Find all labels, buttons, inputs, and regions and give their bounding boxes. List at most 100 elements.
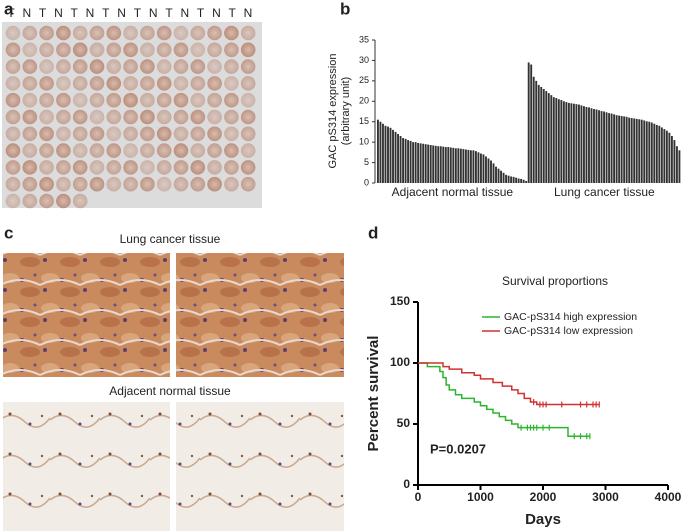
y-tick-label: 15 — [359, 116, 369, 126]
bar — [457, 148, 460, 183]
bar — [432, 145, 435, 183]
bar — [550, 95, 553, 183]
histology-image — [176, 402, 344, 531]
bar — [507, 175, 510, 183]
bar — [495, 166, 497, 183]
y-tick-label: 20 — [359, 96, 369, 106]
bar — [490, 160, 492, 183]
column-label: T — [165, 6, 173, 20]
tissue-core — [123, 92, 138, 108]
tissue-core — [5, 92, 21, 108]
bar — [530, 64, 533, 183]
tissue-core — [89, 59, 105, 74]
bar — [623, 116, 626, 183]
bar — [638, 119, 641, 183]
annotation: P=0.0207 — [430, 441, 486, 456]
column-label: T — [134, 6, 142, 20]
bar — [422, 143, 425, 183]
tissue-core — [56, 160, 71, 175]
tissue-core — [140, 76, 155, 91]
column-label: T — [39, 6, 47, 20]
tissue-core — [190, 176, 206, 192]
panel-label: d — [368, 223, 378, 242]
bar — [590, 108, 593, 183]
tissue-core — [224, 76, 239, 91]
tissue-core — [5, 126, 21, 142]
tissue-core — [156, 176, 172, 192]
tissue-core — [156, 143, 172, 158]
tissue-core — [106, 143, 122, 158]
tissue-core — [39, 193, 54, 209]
bar — [635, 118, 638, 183]
tissue-core — [22, 42, 38, 58]
tissue-core — [56, 109, 71, 125]
tissue-core — [5, 76, 21, 91]
tissue-core — [224, 143, 239, 158]
bar — [497, 168, 500, 183]
tissue-core — [140, 59, 155, 74]
tissue-core — [224, 176, 239, 192]
y-tick-label: 25 — [359, 75, 369, 85]
bar — [492, 163, 495, 183]
bar — [452, 147, 455, 183]
bar — [404, 138, 407, 183]
tissue-core — [106, 126, 122, 142]
tissue-core — [207, 160, 222, 175]
tissue-core — [123, 160, 138, 175]
bar — [402, 138, 405, 183]
tissue-core — [89, 76, 105, 91]
bar — [585, 107, 588, 183]
tissue-core — [140, 176, 155, 192]
tissue-core — [173, 160, 189, 175]
tissue-core — [156, 160, 172, 175]
y-tick-label: 0 — [364, 177, 369, 187]
tissue-core — [72, 92, 88, 108]
column-label: T — [197, 6, 205, 20]
bar — [527, 62, 530, 183]
panel-label: a — [4, 0, 14, 18]
y-axis-label: Percent survival — [365, 336, 382, 452]
tissue-core — [123, 126, 138, 142]
y-tick-label: 150 — [390, 294, 410, 308]
tissue-core — [123, 42, 138, 58]
tissue-core — [72, 25, 88, 41]
tissue-core — [173, 143, 189, 158]
bar — [618, 115, 621, 183]
x-tick-label: 3000 — [592, 490, 619, 504]
tissue-core — [173, 109, 189, 125]
bar — [575, 104, 578, 183]
bar — [580, 105, 583, 183]
tissue-core — [207, 109, 222, 125]
bar — [387, 126, 389, 183]
tissue-core — [173, 92, 189, 108]
tissue-core — [190, 160, 206, 175]
tissue-core — [22, 76, 38, 91]
bar — [678, 150, 681, 183]
tissue-core — [240, 126, 256, 142]
tissue-core — [190, 143, 206, 158]
bar — [658, 125, 661, 183]
tissue-core — [123, 143, 138, 158]
bar — [540, 86, 543, 183]
bar — [542, 89, 545, 183]
tissue-core — [56, 25, 71, 41]
bar — [615, 115, 618, 183]
bar — [537, 84, 540, 183]
bar — [449, 147, 452, 183]
tissue-core — [190, 76, 206, 91]
bar — [427, 144, 430, 183]
bar — [377, 119, 379, 183]
tissue-core — [140, 42, 155, 58]
bar — [555, 98, 558, 183]
tissue-core — [173, 176, 189, 192]
group-label: Adjacent normal tissue — [392, 185, 514, 199]
bar — [620, 115, 623, 183]
bar — [502, 172, 505, 183]
tissue-core — [106, 25, 122, 41]
tissue-core — [5, 193, 21, 209]
bar — [414, 142, 417, 183]
tissue-core — [123, 76, 138, 91]
bar — [643, 120, 646, 183]
tissue-core — [240, 76, 256, 91]
tissue-core — [173, 126, 189, 142]
